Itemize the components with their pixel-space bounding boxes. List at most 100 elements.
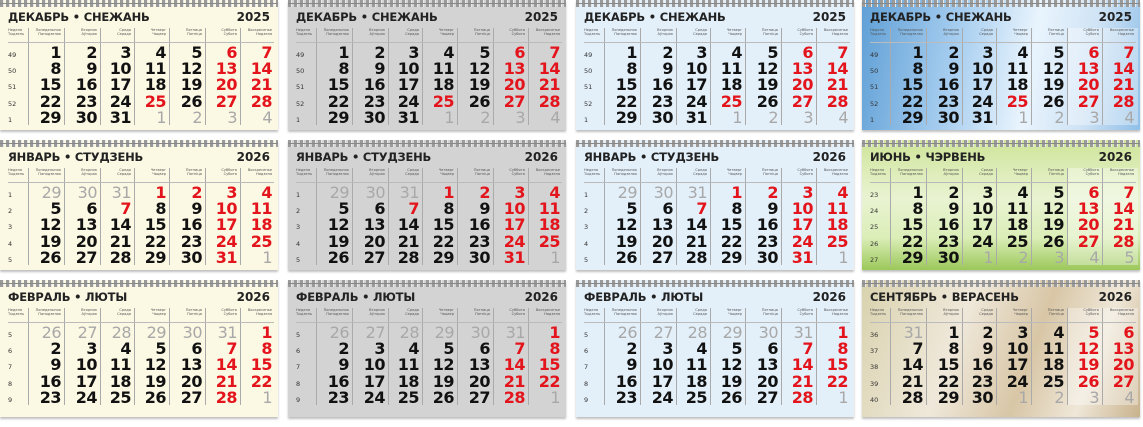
day: 11 xyxy=(109,355,132,374)
month-title: ЯНВАРЬ • СТУДЗЕНЬ xyxy=(584,150,720,164)
day-header: Пятница Пятніца xyxy=(746,168,778,176)
day: 18 xyxy=(720,75,743,94)
day-header: Неделя Тыдзень xyxy=(8,168,28,176)
column-divider xyxy=(205,168,206,265)
column-divider xyxy=(457,168,458,265)
header-divider xyxy=(584,322,850,323)
other-month-day: 27 xyxy=(365,323,386,342)
day-header-ru: Понедельник xyxy=(611,308,637,312)
day-header: Неделя Тыдзень xyxy=(296,28,316,36)
day-header-by: Субота xyxy=(1085,312,1099,316)
day: 29 xyxy=(39,108,62,127)
week-number: 8 xyxy=(8,380,13,388)
day-header-ru: Суббота xyxy=(509,168,525,172)
day-header: Среда Серада xyxy=(99,308,131,316)
holiday-day: 11 xyxy=(826,199,849,218)
day: 11 xyxy=(1006,199,1029,218)
holiday-day: 6 xyxy=(1088,183,1099,202)
day-header-by: Пятніца xyxy=(1049,172,1064,176)
day: 16 xyxy=(468,215,491,234)
header-divider xyxy=(296,322,562,323)
weekend-highlight xyxy=(1068,168,1138,265)
day-header-by: Аўторак xyxy=(657,312,673,316)
column-divider xyxy=(528,308,529,405)
week-number: 9 xyxy=(584,396,589,404)
day-header-by: Тыдзень xyxy=(870,312,887,316)
day: 21 xyxy=(109,232,132,251)
day-header: Воскресенье Нядзеля xyxy=(528,308,560,316)
day-header: Четверг Чацвер xyxy=(422,28,454,36)
week-number: 1 xyxy=(296,116,301,124)
day-header-by: Тыдзень xyxy=(584,172,601,176)
day: 10 xyxy=(685,59,708,78)
holiday-day: 28 xyxy=(1112,92,1135,111)
other-month-day: 1 xyxy=(262,248,272,267)
day-header: Среда Серада xyxy=(675,28,707,36)
day-header: Воскресенье Нядзеля xyxy=(240,308,272,316)
column-divider xyxy=(64,28,65,125)
day-header: Среда Серада xyxy=(387,28,419,36)
column-divider xyxy=(962,28,963,125)
holiday-day: 12 xyxy=(1077,339,1100,358)
holiday-day: 1 xyxy=(837,323,848,342)
holiday-day: 13 xyxy=(215,59,238,78)
day-header-by: Серада xyxy=(405,312,419,316)
column-divider xyxy=(996,168,997,265)
month-title: ФЕВРАЛЬ • ЛЮТЫ xyxy=(584,290,704,304)
day-header-ru: Суббота xyxy=(1083,308,1099,312)
other-month-day: 3 xyxy=(515,108,525,127)
day-header-ru: Воскресенье xyxy=(535,28,560,32)
day-header: Среда Серада xyxy=(961,28,993,36)
day-header-by: Серада xyxy=(405,32,419,36)
holiday-day: 7 xyxy=(120,199,131,218)
day: 21 xyxy=(901,372,924,391)
holiday-day: 20 xyxy=(1112,355,1135,374)
day-header-ru: Вторник xyxy=(81,28,97,32)
column-divider xyxy=(996,308,997,405)
other-month-day: 1 xyxy=(262,388,272,407)
day: 11 xyxy=(144,59,167,78)
day: 13 xyxy=(651,215,674,234)
week-number: 4 xyxy=(296,240,301,248)
day: 16 xyxy=(937,75,960,94)
day: 12 xyxy=(1042,199,1065,218)
day-header-ru: Пятница xyxy=(761,308,778,312)
day: 6 xyxy=(479,339,490,358)
other-month-day: 1 xyxy=(1018,388,1028,407)
other-month-day: 1 xyxy=(983,248,993,267)
holiday-day: 28 xyxy=(503,388,526,407)
holiday-day: 21 xyxy=(1112,75,1135,94)
column-divider xyxy=(316,28,317,125)
month-block-jan: ЯНВАРЬ • СТУДЗЕНЬ 2026 Неделя Тыдзень Понеде… xyxy=(576,140,854,270)
day-header-by: Чацвер xyxy=(152,32,166,36)
day-header-ru: Суббота xyxy=(221,308,237,312)
other-month-day: 2 xyxy=(1054,108,1064,127)
day-header-by: Нядзеля xyxy=(544,172,560,176)
day: 6 xyxy=(86,199,97,218)
day-header: Среда Серада xyxy=(99,168,131,176)
week-number: 3 xyxy=(584,223,589,231)
day: 18 xyxy=(432,75,455,94)
column-divider xyxy=(890,28,891,125)
day: 30 xyxy=(363,108,386,127)
day: 23 xyxy=(651,92,674,111)
spiral-binding xyxy=(576,0,854,7)
day: 26 xyxy=(1042,232,1065,251)
day: 21 xyxy=(397,232,420,251)
header-divider xyxy=(870,322,1136,323)
day-header-ru: Пятница xyxy=(185,168,202,172)
holiday-day: 3 xyxy=(226,183,237,202)
day-header: Четверг Чацвер xyxy=(134,28,166,36)
month-title: СЕНТЯБРЬ • ВЕРАСЕНЬ xyxy=(870,290,1019,304)
day-header-by: Аўторак xyxy=(369,172,385,176)
day: 18 xyxy=(685,372,708,391)
week-number: 1 xyxy=(296,191,301,199)
week-number: 49 xyxy=(296,51,305,59)
holiday-day: 1 xyxy=(443,183,454,202)
column-divider xyxy=(1102,308,1103,405)
day: 29 xyxy=(327,108,350,127)
holiday-day: 7 xyxy=(1123,43,1134,62)
month-block-feb: ФЕВРАЛЬ • ЛЮТЫ 2026 Неделя Тыдзень Понедельн… xyxy=(288,280,566,417)
day: 3 xyxy=(86,339,97,358)
other-month-day: 29 xyxy=(434,323,455,342)
